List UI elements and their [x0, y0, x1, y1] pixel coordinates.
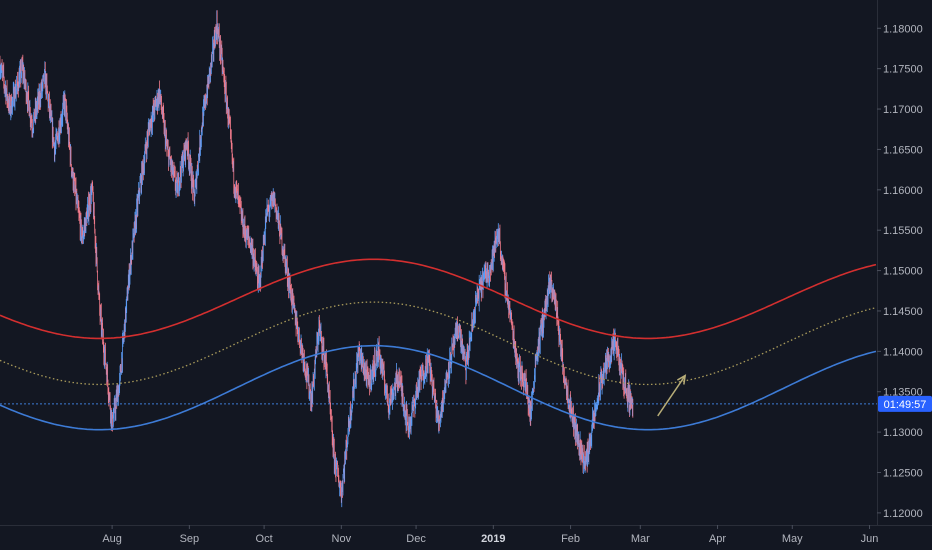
- y-tick-label: 1.13500: [883, 387, 923, 399]
- y-tick-label: 1.12000: [883, 508, 923, 520]
- y-tick-label: 1.15500: [883, 225, 923, 237]
- price-axis[interactable]: 1.18000 1.17500 1.17000 1.16500 1.16000 1.155…: [877, 23, 923, 520]
- x-tick-label: Aug: [102, 533, 122, 545]
- x-tick-label: Mar: [631, 533, 650, 545]
- projection-arrow: [657, 374, 687, 417]
- price-tag: 01:49:57: [878, 395, 932, 412]
- x-tick-label: Sep: [180, 533, 200, 545]
- x-tick-label: Nov: [332, 533, 352, 545]
- cycle-line: [0, 258, 877, 340]
- x-tick-label: May: [782, 533, 803, 545]
- y-tick-label: 1.17500: [883, 64, 923, 76]
- x-tick-label: Apr: [709, 533, 726, 545]
- cycle-lines-layer: [0, 258, 877, 431]
- y-tick-label: 1.14000: [883, 346, 923, 358]
- candles-layer: [0, 10, 634, 508]
- x-tick-label: 2019: [481, 533, 505, 545]
- price-tag-background: [878, 395, 932, 412]
- y-tick-label: 1.13000: [883, 427, 923, 439]
- time-axis[interactable]: Aug Sep Oct Nov Dec 2019 Feb Mar Apr May Jun: [102, 525, 878, 545]
- x-tick-label: Oct: [256, 533, 273, 545]
- cycle-line: [0, 344, 877, 431]
- cycle-line: [0, 301, 877, 386]
- y-tick-label: 1.12500: [883, 468, 923, 480]
- y-tick-label: 1.14500: [883, 306, 923, 318]
- y-tick-label: 1.16000: [883, 185, 923, 197]
- y-tick-label: 1.16500: [883, 144, 923, 156]
- y-tick-label: 1.18000: [883, 23, 923, 35]
- arrow-shaft: [657, 375, 686, 417]
- price-tag-countdown: 01:49:57: [884, 399, 927, 411]
- x-tick-label: Dec: [406, 533, 426, 545]
- x-tick-label: Jun: [861, 533, 879, 545]
- y-tick-label: 1.15000: [883, 266, 923, 278]
- arrow-head: [676, 374, 687, 385]
- y-tick-label: 1.17000: [883, 104, 923, 116]
- x-tick-label: Feb: [561, 533, 580, 545]
